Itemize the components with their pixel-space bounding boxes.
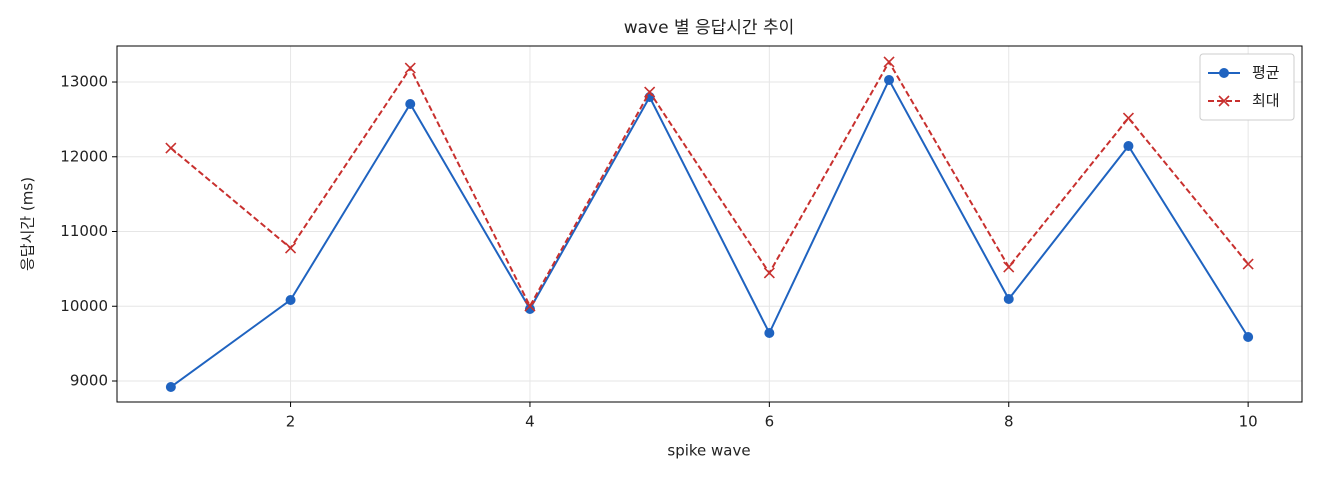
x-tick-label: 4 — [525, 413, 535, 431]
x-axis-label: spike wave — [667, 442, 750, 460]
marker — [644, 86, 656, 98]
marker — [165, 142, 177, 154]
legend-label: 최대 — [1252, 92, 1280, 110]
marker — [763, 267, 775, 279]
marker — [405, 99, 416, 110]
series-line — [170, 77, 1249, 388]
marker — [1122, 112, 1135, 124]
series-line — [170, 59, 1249, 309]
y-tick-label: 13000 — [60, 73, 108, 91]
y-tick-label: 12000 — [60, 147, 108, 165]
marker — [1219, 68, 1229, 78]
marker — [1003, 261, 1015, 273]
y-tick-label: 11000 — [60, 222, 108, 240]
marker — [1123, 141, 1134, 152]
y-tick-label: 9000 — [70, 371, 108, 389]
x-tick-label: 2 — [286, 413, 296, 431]
marker — [1243, 331, 1254, 342]
marker — [1003, 294, 1014, 305]
marker — [285, 294, 296, 305]
marker — [1242, 258, 1254, 270]
y-axis-label: 응답시간 (ms) — [19, 177, 37, 271]
x-tick-label: 10 — [1239, 413, 1258, 431]
chart-title: wave 별 응답시간 추이 — [624, 18, 795, 38]
marker — [284, 242, 297, 254]
marker — [404, 62, 416, 74]
marker — [165, 381, 176, 392]
legend-box — [1199, 53, 1295, 121]
marker — [524, 304, 535, 315]
marker — [884, 75, 895, 86]
legend-label: 평균 — [1252, 64, 1280, 82]
x-tick-label: 8 — [1004, 413, 1014, 431]
marker — [1218, 95, 1230, 107]
y-tick-label: 10000 — [60, 297, 108, 315]
marker — [883, 56, 895, 68]
plot-frame — [116, 45, 1303, 403]
marker — [764, 328, 775, 339]
x-tick-label: 6 — [765, 413, 775, 431]
marker — [524, 300, 536, 312]
